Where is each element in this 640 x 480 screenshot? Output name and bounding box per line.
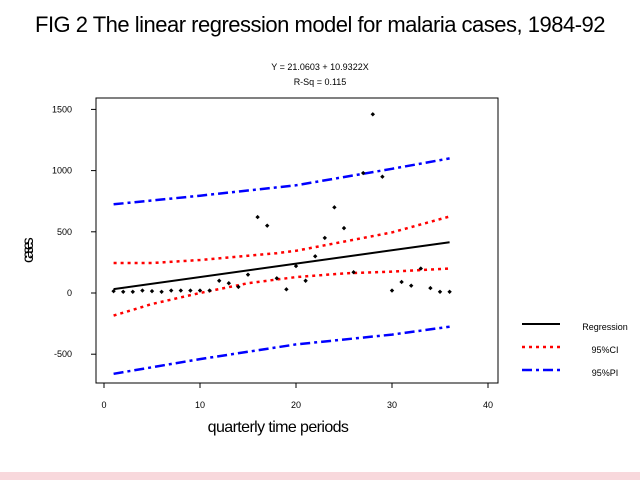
data-point [332, 205, 337, 210]
x-tick-label: 30 [387, 400, 397, 410]
data-point [437, 289, 443, 294]
x-tick-label: 40 [483, 400, 493, 410]
data-point [418, 266, 423, 271]
plot-frame [95, 97, 499, 384]
data-point [303, 278, 308, 283]
data-point [341, 225, 347, 231]
x-tick-label: 0 [101, 400, 106, 410]
legend: Regression 95%CI 95%PI [522, 322, 628, 378]
data-point [293, 263, 299, 269]
data-point [255, 214, 260, 220]
x-tick-label: 10 [195, 400, 205, 410]
data-point [236, 284, 241, 290]
x-tick-label: 20 [291, 400, 301, 410]
data-point [284, 287, 289, 292]
x-axis-label: quarterly time periods [208, 419, 349, 436]
data-point [217, 278, 222, 283]
data-point [226, 281, 231, 286]
data-point [140, 288, 145, 293]
series-line-regression-0 [113, 241, 450, 291]
y-axis-label: cases [20, 237, 37, 263]
y-axis-label-text: cases [20, 237, 37, 263]
regression-equation: Y = 21.0603 + 10.9322X [271, 62, 368, 72]
y-tick-label: 500 [57, 227, 72, 237]
data-point [197, 288, 203, 293]
legend-label: 95%PI [592, 368, 619, 378]
data-point [380, 174, 385, 179]
data-point [447, 289, 452, 294]
y-tick-label: 1000 [52, 166, 72, 176]
data-point [169, 288, 174, 293]
data-point [428, 285, 433, 291]
data-point [409, 283, 414, 288]
data-point [274, 276, 279, 281]
y-tick-label: 0 [67, 288, 72, 298]
data-point [207, 288, 212, 293]
chart-title: FIG 2 The linear regression model for ma… [35, 12, 606, 37]
series-line-95pctpi-3 [113, 157, 450, 206]
data-point [188, 288, 193, 293]
data-point [361, 170, 366, 176]
series-lines [113, 157, 450, 376]
data-point [370, 112, 375, 117]
series-line-95pctci-1 [113, 215, 450, 265]
data-point [111, 288, 116, 294]
data-point [399, 279, 404, 285]
data-point [130, 289, 135, 294]
data-point [389, 288, 395, 293]
data-point [178, 288, 183, 293]
data-point [149, 288, 155, 294]
data-point [245, 272, 251, 277]
series-line-95pctci-2 [113, 267, 450, 317]
axis-ticks: 0 10 20 30 40 -500 0 500 1000 1500 [52, 104, 493, 410]
data-point [313, 254, 318, 259]
data-point [159, 289, 164, 294]
y-tick-label: 1500 [52, 104, 72, 114]
data-point [351, 269, 356, 275]
data-points [111, 112, 452, 294]
legend-label: 95%CI [591, 345, 618, 355]
data-point [265, 223, 270, 228]
legend-label: Regression [582, 322, 628, 332]
y-tick-label: -500 [54, 349, 72, 359]
r-squared-label: R-Sq = 0.115 [294, 77, 347, 87]
bottom-band [0, 472, 640, 480]
data-point [121, 289, 126, 294]
data-point [322, 235, 327, 241]
series-line-95pctpi-4 [113, 325, 450, 376]
